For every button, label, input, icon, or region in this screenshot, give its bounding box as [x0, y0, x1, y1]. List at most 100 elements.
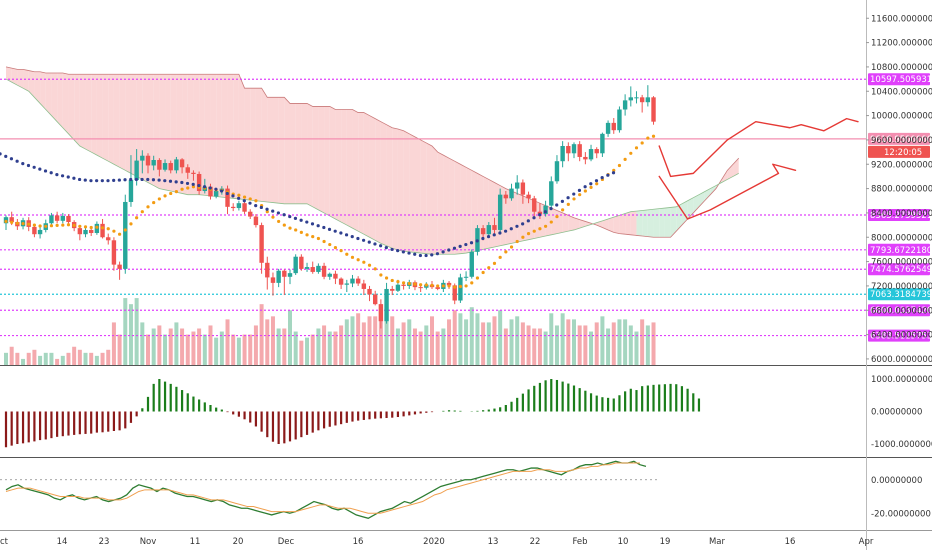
candle-body [32, 226, 37, 235]
sma-dot [396, 249, 400, 253]
volume-bar [333, 331, 338, 365]
cloud-segment [28, 70, 35, 98]
volume-bar [537, 328, 542, 365]
price-axis[interactable]: 11600.00000000 11200.00000000 10800.000000… [866, 14, 932, 519]
sma-dot [197, 183, 201, 188]
cloud-segment [647, 209, 654, 238]
cloud-segment [102, 74, 109, 162]
ema-dot [538, 227, 542, 231]
x-tick-label: Apr [859, 537, 874, 547]
cloud-segment [290, 103, 296, 204]
sma-dot [32, 165, 36, 169]
sma-dot [288, 214, 292, 219]
ema-dot [21, 221, 25, 226]
sma-dot [305, 220, 309, 224]
sma-dot [572, 192, 576, 196]
cloud-segment [687, 197, 694, 219]
sma-dot [469, 241, 474, 245]
ema-dot [299, 230, 303, 234]
cloud-segment [312, 106, 319, 210]
volume-bar [486, 322, 491, 365]
projection-path[interactable] [658, 163, 797, 220]
volume-bar [606, 328, 611, 365]
candle-body [242, 203, 247, 212]
sma-dot [333, 229, 337, 233]
sma-dot [555, 203, 559, 207]
candle-body [9, 217, 14, 223]
sma-dot [566, 196, 570, 200]
volume-bar [503, 328, 508, 365]
candle-body [532, 198, 537, 212]
cloud-segment [91, 74, 97, 156]
oscillator-line [5, 462, 640, 514]
sma-dot [38, 167, 42, 171]
candle-body [503, 194, 509, 199]
cloud-segment [170, 74, 177, 193]
volume-bar [560, 313, 565, 365]
volume-bar [532, 328, 537, 365]
sma-dot [299, 218, 303, 222]
level-label-bg [868, 132, 930, 145]
sma-dot [464, 242, 468, 247]
volume-bar [651, 322, 656, 365]
ema-dot [492, 261, 497, 266]
time-axis[interactable]: ct 14 23 Nov 11 20 Dec 16 2020 13 22 Feb 10 19 Mar 16 Ap… [0, 537, 874, 547]
level-label: 6383.51157532 [870, 332, 932, 342]
cloud-segment [23, 69, 29, 92]
cloud-segment [721, 170, 728, 183]
volume-bar [146, 334, 150, 365]
level-label: 7063.31847396 [870, 290, 932, 300]
candle-body [66, 215, 71, 223]
volume-bar [310, 334, 315, 365]
sma-dot [538, 213, 542, 217]
cloud-segment [505, 188, 512, 245]
cloud-segment [108, 74, 114, 165]
ema-dot [186, 186, 190, 190]
ema-dot [333, 245, 338, 250]
cloud-segment [630, 211, 637, 236]
cloud-segment [113, 74, 120, 168]
sma-dot [242, 199, 246, 203]
candle-body [554, 161, 560, 182]
ema-dot [254, 199, 258, 203]
sma-dot [78, 177, 82, 182]
horizontal-levels[interactable]: 10597.50593198 9616.95000000 8365.27395214… [0, 73, 932, 342]
sma-dot [0, 152, 2, 156]
ema-dot [180, 187, 184, 191]
sma-dot [350, 235, 354, 239]
ema-dot [458, 284, 462, 289]
volume-bar [248, 334, 253, 365]
ema-dot [345, 252, 349, 256]
x-tick-label: ct [0, 537, 9, 547]
ema-dot [248, 197, 252, 201]
volume-bar [21, 358, 26, 365]
candle-body [213, 191, 219, 197]
ema-dot [78, 224, 82, 228]
ema-dot [83, 225, 88, 229]
sma-dot [430, 253, 434, 257]
y-tick-label: 8800.00000000 [871, 185, 932, 195]
level-label: 10597.50593198 [870, 75, 932, 85]
countdown-bg [868, 145, 930, 158]
cloud-segment [85, 74, 92, 153]
volume-bar [117, 334, 122, 365]
x-tick-label: 16 [785, 537, 796, 547]
ema-dot [464, 284, 468, 288]
cloud-segment [227, 74, 234, 199]
ema-dot [339, 249, 343, 253]
cloud-segment [233, 74, 239, 199]
candle-body [361, 283, 367, 289]
cloud-segment [568, 215, 574, 232]
volume-bar [106, 349, 111, 365]
drawn-annotations[interactable] [658, 117, 859, 220]
ema-dot [379, 273, 383, 277]
candle-body [293, 256, 298, 274]
y-tick-label: 11600.00000000 [871, 14, 932, 24]
volume-bar [60, 355, 65, 365]
volume-bar [401, 322, 406, 365]
ema-dot [95, 225, 99, 229]
candle-body [248, 211, 253, 217]
volume-bar [168, 328, 173, 365]
projection-path[interactable] [658, 117, 859, 178]
